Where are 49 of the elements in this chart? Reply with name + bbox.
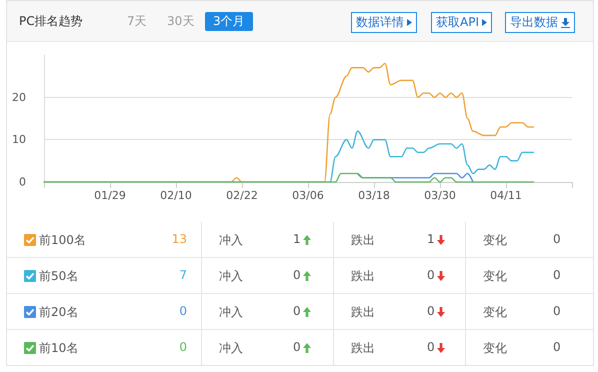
text: 导出数据: [510, 15, 558, 29]
x-tick-label: 03/30: [424, 189, 456, 202]
x-tick-label: 02/10: [160, 189, 192, 202]
legend-label: 前50名: [39, 268, 78, 285]
text: 冲入: [219, 268, 243, 285]
legend-label: 前10名: [39, 340, 78, 357]
text: 变化: [483, 340, 507, 357]
text: 0: [293, 304, 301, 318]
x-tick-label: 03/18: [358, 189, 390, 202]
x-tick-label: 02/22: [226, 189, 258, 202]
text: 跌出: [351, 304, 375, 321]
text: 冲入: [219, 304, 243, 321]
text: 变化: [483, 268, 507, 285]
text: 7: [179, 268, 187, 282]
text: 0: [553, 232, 561, 246]
text: 0: [179, 304, 187, 318]
text: 1: [427, 232, 435, 246]
text: 0: [553, 340, 561, 354]
legend-label: 前20名: [39, 304, 78, 321]
x-tick-label: 03/06: [292, 189, 324, 202]
text: 冲入: [219, 340, 243, 357]
y-tick-label: 20: [12, 90, 26, 104]
x-tick-label: 01/29: [94, 189, 126, 202]
text: 跌出: [351, 232, 375, 249]
text: 跌出: [351, 268, 375, 285]
text: 变化: [483, 232, 507, 249]
text: 0: [427, 340, 435, 354]
text: 获取API: [436, 15, 479, 29]
x-tick-label: 04/11: [490, 189, 522, 202]
text: 0: [179, 340, 187, 354]
text: 0: [293, 340, 301, 354]
text: 0: [427, 304, 435, 318]
text: 7天: [126, 13, 148, 30]
text: 1: [293, 232, 301, 246]
chart-title: PC排名趋势: [19, 13, 83, 30]
text: 0: [553, 304, 561, 318]
legend-label: 前100名: [39, 232, 86, 249]
text: 0: [293, 268, 301, 282]
y-tick-label: 10: [12, 133, 26, 146]
text: 变化: [483, 304, 507, 321]
text: 0: [553, 268, 561, 282]
text: 30天: [166, 13, 196, 30]
text: 0: [427, 268, 435, 282]
y-tick-label: 0: [19, 176, 26, 188]
text: 3个月: [205, 12, 253, 31]
text: 跌出: [351, 340, 375, 357]
text: 数据详情: [356, 15, 404, 29]
text: 13: [172, 232, 187, 246]
text: 冲入: [219, 232, 243, 249]
